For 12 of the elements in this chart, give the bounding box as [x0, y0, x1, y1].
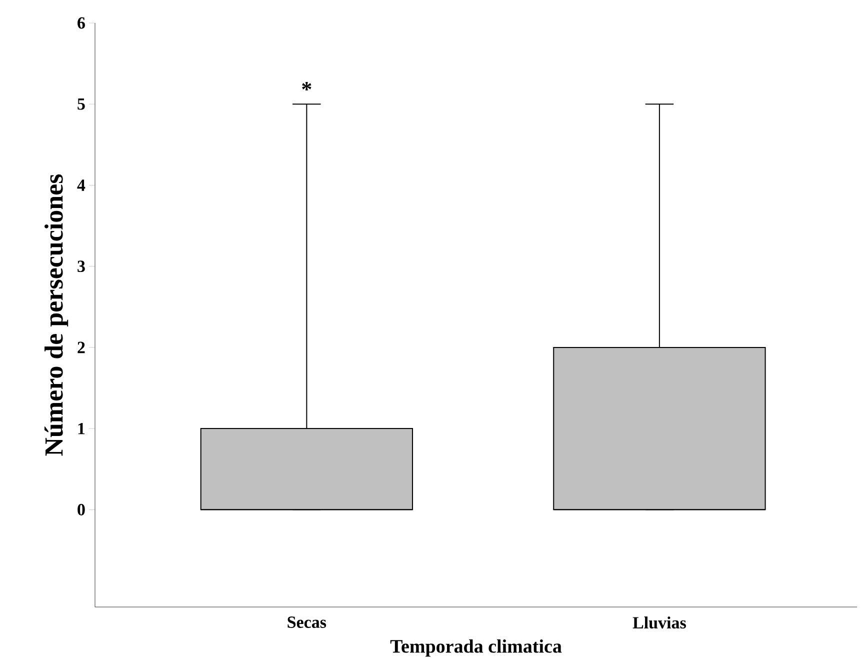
y-tick-label: 0 [78, 504, 85, 516]
y-tick-label: 2 [78, 342, 85, 354]
y-tick-label: 1 [78, 422, 85, 434]
y-tick-label: 4 [77, 180, 86, 191]
y-tick-label: 6 [78, 17, 85, 29]
x-tick-label: Secas [288, 616, 326, 628]
x-axis-title: Temporada climatica [390, 639, 562, 657]
y-tick-label: 5 [78, 98, 85, 110]
y-tick-label: 3 [78, 260, 85, 272]
annotation: * [302, 82, 312, 90]
y-axis-title: Número de persecuciones [44, 174, 68, 456]
x-tick-label: Lluvias [632, 616, 686, 629]
